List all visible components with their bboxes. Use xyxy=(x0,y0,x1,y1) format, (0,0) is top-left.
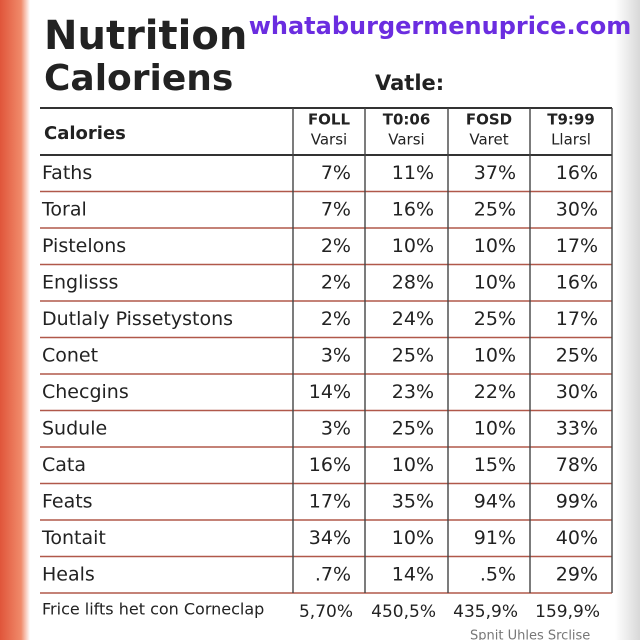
cell-value: 2% xyxy=(321,271,351,293)
cell-value: 10% xyxy=(392,235,434,257)
cell-value: 16% xyxy=(392,198,434,220)
footer-label: Frice lifts het con Corneclap xyxy=(42,600,264,619)
cell-value: 3% xyxy=(321,344,351,366)
cell-value: 17% xyxy=(309,490,351,512)
footer-value: 435,9% xyxy=(453,602,518,622)
row-label: Feats xyxy=(42,490,93,512)
cell-value: 3% xyxy=(321,417,351,439)
cell-value: 25% xyxy=(474,198,516,220)
cell-value: 23% xyxy=(392,381,434,403)
row-label: Englisss xyxy=(42,271,118,293)
cell-value: 24% xyxy=(392,308,434,330)
corner-label: Calories xyxy=(44,123,126,144)
cell-value: 28% xyxy=(392,271,434,293)
cell-value: 91% xyxy=(474,527,516,549)
paper-shadow xyxy=(615,0,640,640)
row-label: Pistelons xyxy=(42,235,126,257)
footer-value: 450,5% xyxy=(371,602,436,622)
column-header: Varsi xyxy=(311,131,347,149)
cell-value: 25% xyxy=(474,308,516,330)
cell-value: 10% xyxy=(474,235,516,257)
cell-value: 25% xyxy=(392,417,434,439)
column-header: Varsi xyxy=(388,131,424,149)
cell-value: 30% xyxy=(556,381,598,403)
cell-value: 94% xyxy=(474,490,516,512)
row-label: Toral xyxy=(41,198,87,220)
column-header: FOLL xyxy=(308,111,351,129)
row-label: Cata xyxy=(42,454,86,476)
table: Calories FOLL Varsi T0:06 Varsi FOSD Varet T9:9… xyxy=(40,107,613,622)
cell-value: 29% xyxy=(556,563,598,585)
paper-edge xyxy=(0,0,30,640)
title: Caloriens xyxy=(44,58,233,99)
cell-value: 40% xyxy=(556,527,598,549)
cell-value: 35% xyxy=(392,490,434,512)
cell-value: 37% xyxy=(474,162,516,184)
cell-value: 17% xyxy=(556,235,598,257)
cell-value: .5% xyxy=(480,563,516,585)
cell-value: 10% xyxy=(392,527,434,549)
cell-value: 78% xyxy=(556,454,598,476)
cell-value: 17% xyxy=(556,308,598,330)
bottom-note: Spnit Uhles Srclise xyxy=(470,629,590,640)
cell-value: 25% xyxy=(392,344,434,366)
cell-value: 16% xyxy=(556,162,598,184)
subtitle: Vatle: xyxy=(375,71,444,95)
cell-value: 7% xyxy=(321,198,351,220)
cell-value: 16% xyxy=(556,271,598,293)
footer-value: 159,9% xyxy=(535,602,600,622)
column-header: Varet xyxy=(469,131,508,149)
title: Nutrition xyxy=(44,13,247,59)
cell-value: 30% xyxy=(556,198,598,220)
cell-value: 14% xyxy=(392,563,434,585)
column-header: T0:06 xyxy=(383,111,431,129)
row-label: Tontait xyxy=(41,527,106,549)
row-label: Checgins xyxy=(42,381,129,403)
cell-value: 25% xyxy=(556,344,598,366)
row-label: Conet xyxy=(42,344,98,366)
cell-value: 10% xyxy=(474,271,516,293)
footer-value: 5,70% xyxy=(299,602,353,622)
cell-value: 7% xyxy=(321,162,351,184)
cell-value: 34% xyxy=(309,527,351,549)
row-label: Heals xyxy=(42,563,95,585)
cell-value: 10% xyxy=(474,417,516,439)
cell-value: 99% xyxy=(556,490,598,512)
cell-value: 14% xyxy=(309,381,351,403)
row-label: Dutlaly Pissetystons xyxy=(42,308,233,330)
column-header: Llarsl xyxy=(551,131,591,149)
cell-value: 10% xyxy=(392,454,434,476)
row-label: Faths xyxy=(42,162,92,184)
watermark: whataburgermenuprice.com xyxy=(249,12,632,40)
cell-value: 2% xyxy=(321,308,351,330)
cell-value: 10% xyxy=(474,344,516,366)
column-header: FOSD xyxy=(466,111,512,129)
column-header: T9:99 xyxy=(547,111,595,129)
cell-value: 2% xyxy=(321,235,351,257)
cell-value: 15% xyxy=(474,454,516,476)
cell-value: 22% xyxy=(474,381,516,403)
cell-value: 11% xyxy=(392,162,434,184)
cell-value: 16% xyxy=(309,454,351,476)
cell-value: 33% xyxy=(556,417,598,439)
row-label: Sudule xyxy=(42,417,107,439)
cell-value: .7% xyxy=(315,563,351,585)
